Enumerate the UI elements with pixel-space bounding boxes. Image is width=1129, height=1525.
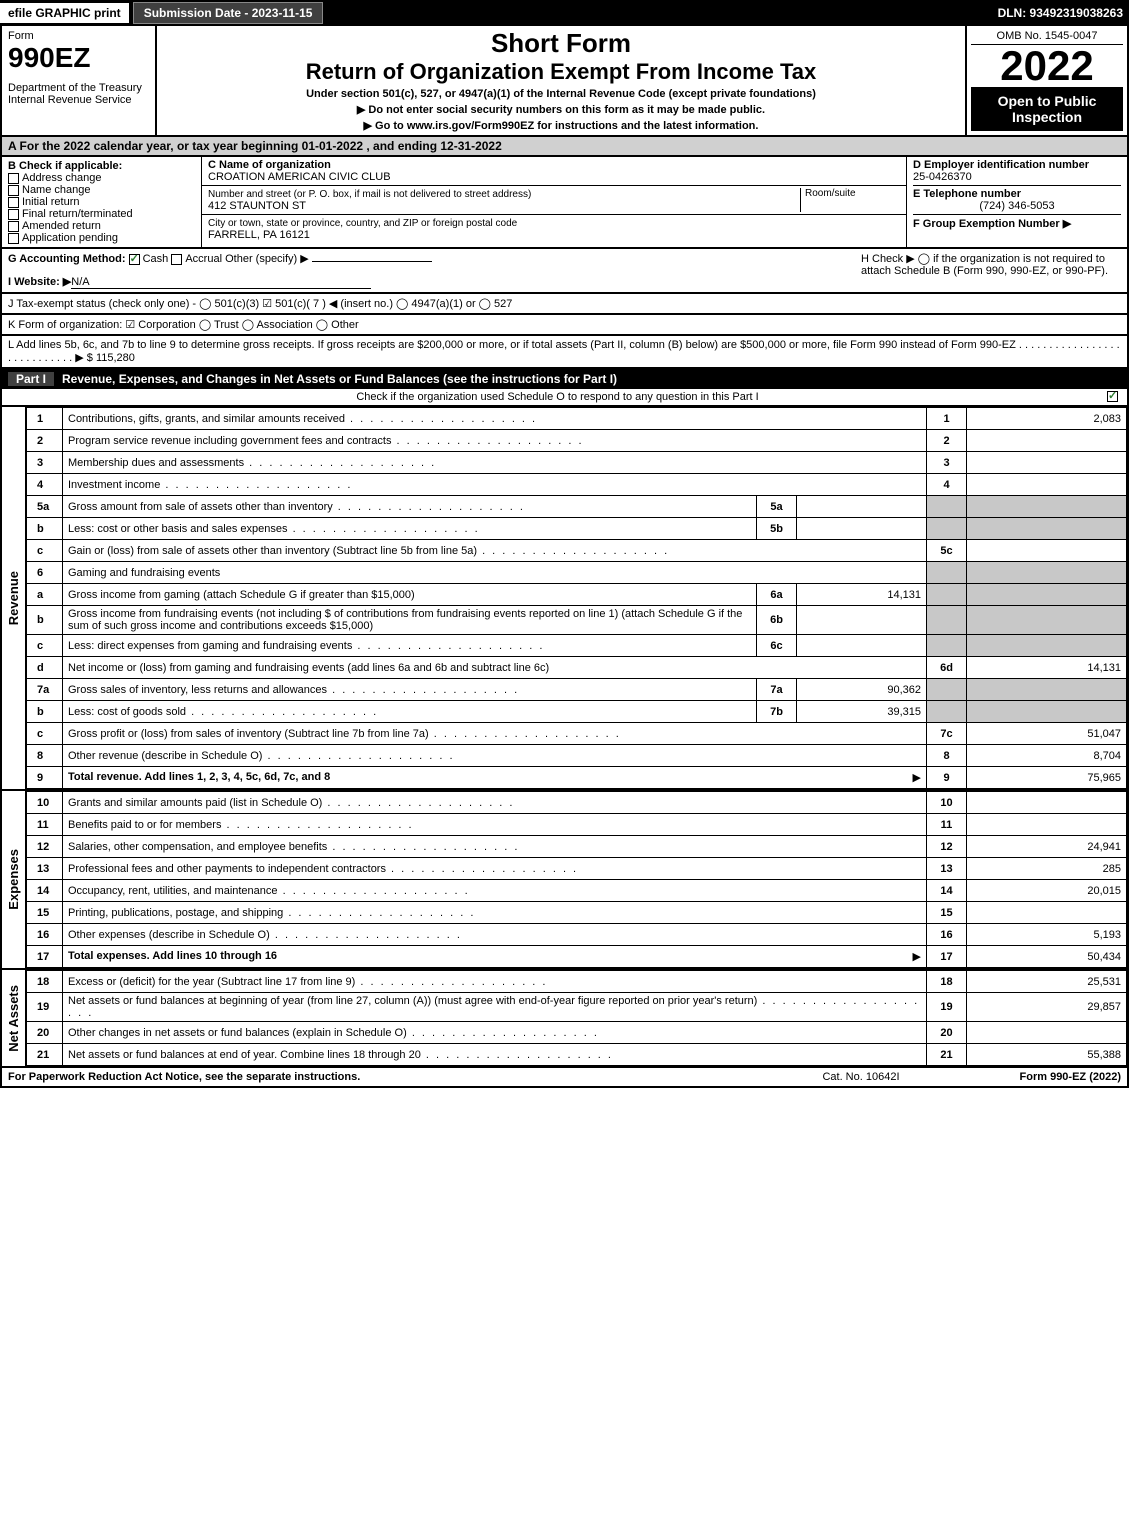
b-label: B Check if applicable: <box>8 160 195 172</box>
line4-val <box>967 474 1127 496</box>
efile-label: efile GRAPHIC print <box>0 3 129 23</box>
line7c-val: 51,047 <box>967 723 1127 745</box>
part1-check: Check if the organization used Schedule … <box>0 389 1129 407</box>
line18-val: 25,531 <box>967 971 1127 993</box>
line16-val: 5,193 <box>967 924 1127 946</box>
line6b-val <box>797 606 927 635</box>
section-h: H Check ▶ ◯ if the organization is not r… <box>861 252 1121 289</box>
line11-val <box>967 814 1127 836</box>
checkbox-final[interactable] <box>8 209 19 220</box>
section-gh: G Accounting Method: Cash Accrual Other … <box>0 249 1129 294</box>
checkbox-schedule-o[interactable] <box>1107 391 1118 402</box>
goto-note: ▶ Go to www.irs.gov/Form990EZ for instru… <box>163 119 959 132</box>
line6d-val: 14,131 <box>967 657 1127 679</box>
street: 412 STAUNTON ST <box>208 200 306 212</box>
line5c-val <box>967 540 1127 562</box>
line6a-val: 14,131 <box>797 584 927 606</box>
header-right: OMB No. 1545-0047 2022 Open to Public In… <box>967 26 1127 135</box>
revenue-vlabel: Revenue <box>6 571 21 625</box>
form-header: Form 990EZ Department of the Treasury In… <box>0 26 1129 137</box>
line7b-val: 39,315 <box>797 701 927 723</box>
open-public: Open to Public Inspection <box>971 87 1123 131</box>
line21-val: 55,388 <box>967 1044 1127 1066</box>
tax-year: 2022 <box>971 45 1123 87</box>
top-bar: efile GRAPHIC print Submission Date - 20… <box>0 0 1129 26</box>
ein: 25-0426370 <box>913 171 972 183</box>
website: N/A <box>71 276 371 289</box>
revenue-table: 1Contributions, gifts, grants, and simil… <box>26 407 1127 789</box>
section-def: D Employer identification number25-04263… <box>907 157 1127 247</box>
submission-date: Submission Date - 2023-11-15 <box>133 2 324 24</box>
under-section: Under section 501(c), 527, or 4947(a)(1)… <box>163 88 959 100</box>
line10-val <box>967 792 1127 814</box>
short-form-title: Short Form <box>163 28 959 59</box>
section-j: J Tax-exempt status (check only one) - ◯… <box>0 294 1129 315</box>
line17-val: 50,434 <box>967 946 1127 968</box>
irs-label: Internal Revenue Service <box>8 94 149 106</box>
section-a: A For the 2022 calendar year, or tax yea… <box>0 137 1129 157</box>
part-title: Revenue, Expenses, and Changes in Net As… <box>62 372 617 386</box>
checkbox-name[interactable] <box>8 185 19 196</box>
pra-notice: For Paperwork Reduction Act Notice, see … <box>8 1071 360 1083</box>
checkbox-cash[interactable] <box>129 254 140 265</box>
checkbox-pending[interactable] <box>8 233 19 244</box>
ssn-note: ▶ Do not enter social security numbers o… <box>163 103 959 116</box>
line2-val <box>967 430 1127 452</box>
expenses-table: 10Grants and similar amounts paid (list … <box>26 791 1127 968</box>
checkbox-accrual[interactable] <box>171 254 182 265</box>
part-number: Part I <box>8 372 54 386</box>
netassets-vlabel: Net Assets <box>6 985 21 1052</box>
group-exemption: F Group Exemption Number ▶ <box>913 218 1071 230</box>
checkbox-initial[interactable] <box>8 197 19 208</box>
line9-val: 75,965 <box>967 767 1127 789</box>
section-l: L Add lines 5b, 6c, and 7b to line 9 to … <box>0 336 1129 369</box>
line20-val <box>967 1022 1127 1044</box>
org-name: CROATION AMERICAN CIVIC CLUB <box>208 171 391 183</box>
checkbox-address[interactable] <box>8 173 19 184</box>
return-title: Return of Organization Exempt From Incom… <box>163 59 959 85</box>
line3-val <box>967 452 1127 474</box>
netassets-table: 18Excess or (deficit) for the year (Subt… <box>26 970 1127 1066</box>
line14-val: 20,015 <box>967 880 1127 902</box>
other-specify-input[interactable] <box>312 261 432 262</box>
line13-val: 285 <box>967 858 1127 880</box>
line5a-val <box>797 496 927 518</box>
line8-val: 8,704 <box>967 745 1127 767</box>
section-b: B Check if applicable: Address change Na… <box>2 157 202 247</box>
dln: DLN: 93492319038263 <box>998 6 1129 20</box>
netassets-section: Net Assets 18Excess or (deficit) for the… <box>0 968 1129 1068</box>
section-bcdef: B Check if applicable: Address change Na… <box>0 157 1129 249</box>
footer: For Paperwork Reduction Act Notice, see … <box>0 1068 1129 1088</box>
section-c: C Name of organizationCROATION AMERICAN … <box>202 157 907 247</box>
part1-header: Part I Revenue, Expenses, and Changes in… <box>0 369 1129 389</box>
header-center: Short Form Return of Organization Exempt… <box>157 26 967 135</box>
line7a-val: 90,362 <box>797 679 927 701</box>
line15-val <box>967 902 1127 924</box>
line5b-val <box>797 518 927 540</box>
city-state-zip: FARRELL, PA 16121 <box>208 229 310 241</box>
line6c-val <box>797 635 927 657</box>
line1-val: 2,083 <box>967 408 1127 430</box>
gross-receipts: 115,280 <box>96 352 135 364</box>
form-ref: Form 990-EZ (2022) <box>1020 1071 1121 1083</box>
line19-val: 29,857 <box>967 993 1127 1022</box>
section-k: K Form of organization: ☑ Corporation ◯ … <box>0 315 1129 336</box>
header-left: Form 990EZ Department of the Treasury In… <box>2 26 157 135</box>
room-suite: Room/suite <box>800 188 900 212</box>
expenses-section: Expenses 10Grants and similar amounts pa… <box>0 789 1129 968</box>
form-word: Form <box>8 30 149 42</box>
cat-no: Cat. No. 10642I <box>822 1071 899 1083</box>
line12-val: 24,941 <box>967 836 1127 858</box>
dept-label: Department of the Treasury <box>8 82 149 94</box>
revenue-section: Revenue 1Contributions, gifts, grants, a… <box>0 407 1129 789</box>
checkbox-amended[interactable] <box>8 221 19 232</box>
telephone: (724) 346-5053 <box>913 200 1121 212</box>
expenses-vlabel: Expenses <box>6 849 21 910</box>
form-number: 990EZ <box>8 42 149 74</box>
